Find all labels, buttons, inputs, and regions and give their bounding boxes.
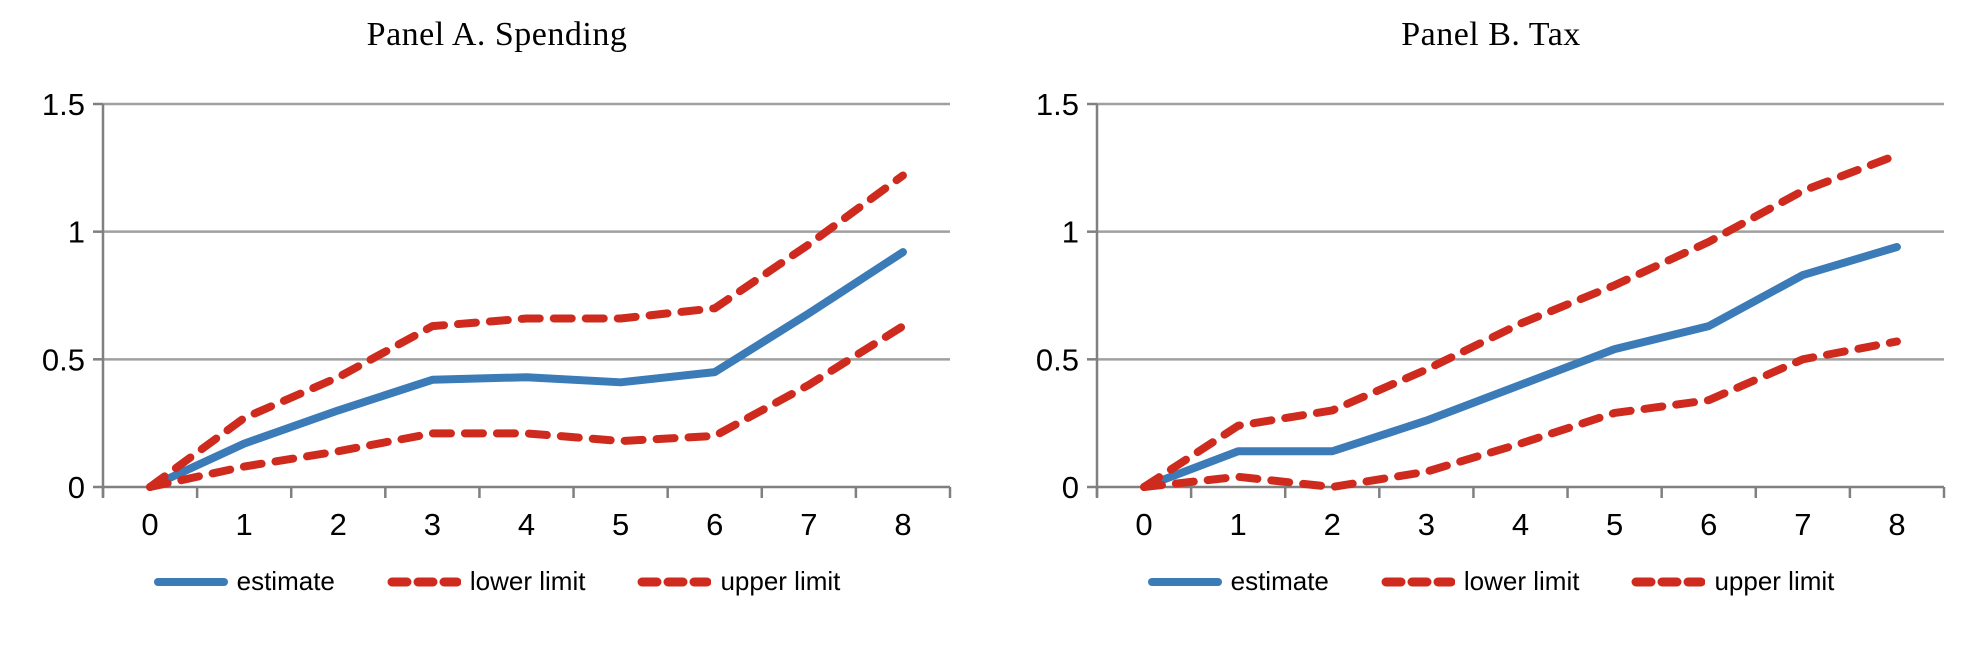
- legend-item-estimate: estimate: [1147, 566, 1329, 597]
- svg-text:1: 1: [236, 507, 253, 540]
- svg-text:2: 2: [1324, 507, 1341, 540]
- panel-a: Panel A. Spending 0 0.5 1 1.5 0 1 2 3 4 5 6 7 8 esti…: [0, 16, 994, 597]
- dashed-line-swatch: [1631, 577, 1706, 586]
- legend-item-estimate: estimate: [153, 566, 335, 597]
- legend-label: upper limit: [720, 566, 841, 596]
- panel-b-chart: 0 0.5 1 1.5 0 1 2 3 4 5 6 7 8: [1036, 87, 1946, 540]
- legend-item-lower-limit: lower limit: [387, 566, 586, 597]
- svg-text:0: 0: [141, 507, 158, 540]
- panel-a-chart: 0 0.5 1 1.5 0 1 2 3 4 5 6 7 8: [42, 87, 952, 540]
- svg-text:4: 4: [1512, 507, 1529, 540]
- dashed-line-swatch: [1381, 577, 1455, 586]
- svg-text:1: 1: [1230, 507, 1247, 540]
- panel-b-legend: estimate lower limit upper limit: [994, 566, 1988, 597]
- panel-b-title: Panel B. Tax: [1401, 16, 1581, 53]
- legend-item-upper-limit: upper limit: [1631, 566, 1834, 597]
- panel-a-title: Panel A. Spending: [366, 16, 628, 53]
- svg-text:1.5: 1.5: [42, 87, 85, 122]
- legend-item-upper-limit: upper limit: [637, 566, 840, 597]
- svg-text:5: 5: [1606, 507, 1623, 540]
- svg-text:7: 7: [800, 507, 817, 540]
- svg-text:1: 1: [1062, 215, 1079, 250]
- estimate-line-swatch: [1147, 577, 1222, 586]
- svg-text:4: 4: [518, 507, 535, 540]
- svg-text:1.5: 1.5: [1036, 87, 1079, 122]
- legend-label: lower limit: [469, 566, 586, 596]
- legend-label: upper limit: [1714, 566, 1835, 596]
- svg-text:1: 1: [68, 215, 85, 250]
- svg-text:5: 5: [612, 507, 629, 540]
- svg-text:6: 6: [706, 507, 723, 540]
- estimate-line-swatch: [153, 577, 228, 586]
- dashed-line-swatch: [387, 577, 461, 586]
- legend-item-lower-limit: lower limit: [1381, 566, 1580, 597]
- svg-text:2: 2: [330, 507, 347, 540]
- svg-text:7: 7: [1794, 507, 1811, 540]
- svg-text:8: 8: [1888, 507, 1905, 540]
- svg-text:0: 0: [68, 470, 85, 505]
- svg-text:0.5: 0.5: [42, 342, 85, 377]
- legend-label: estimate: [236, 566, 335, 596]
- svg-text:3: 3: [1418, 507, 1435, 540]
- svg-text:0.5: 0.5: [1036, 342, 1079, 377]
- panel-b: Panel B. Tax 0 0.5 1 1.5 0 1 2 3 4 5 6 7 8 estimate …: [994, 0, 1988, 664]
- legend-label: estimate: [1230, 566, 1329, 596]
- svg-text:8: 8: [894, 507, 911, 540]
- dashed-line-swatch: [637, 577, 712, 586]
- svg-text:6: 6: [1700, 507, 1717, 540]
- legend-label: lower limit: [1463, 566, 1580, 596]
- svg-text:0: 0: [1062, 470, 1079, 505]
- svg-text:3: 3: [424, 507, 441, 540]
- panel-a-legend: estimate lower limit upper limit: [0, 566, 994, 597]
- svg-text:0: 0: [1135, 507, 1152, 540]
